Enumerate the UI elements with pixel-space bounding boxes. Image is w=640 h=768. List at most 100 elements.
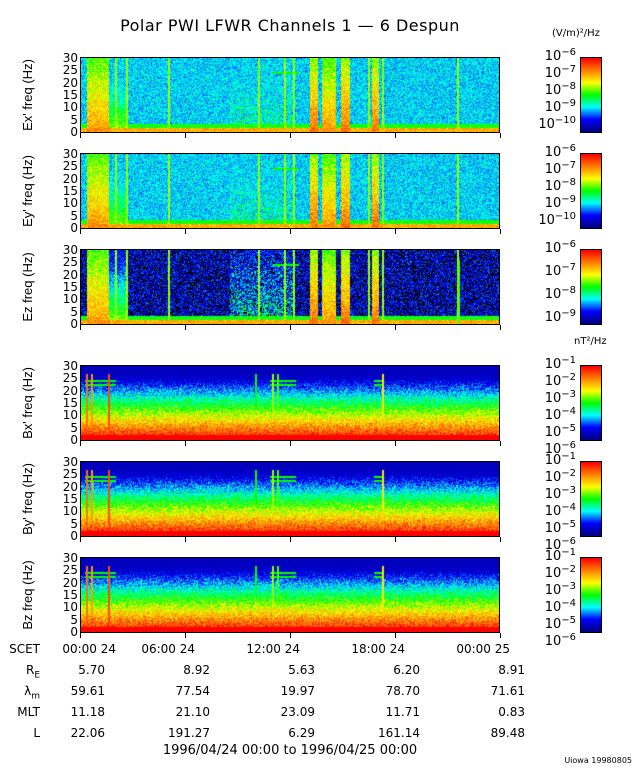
y-axis-label: Bx' freq (Hz)	[20, 367, 35, 439]
ephemeris-value: 00:00 24	[62, 642, 116, 656]
x-tick	[395, 441, 396, 446]
colorbar	[580, 57, 602, 133]
ephemeris-value: 23.09	[280, 705, 315, 719]
y-tick-label: 30	[62, 551, 78, 565]
ephemeris-value: 161.14	[378, 726, 420, 740]
x-tick	[395, 133, 396, 138]
ephemeris-value: 11.71	[385, 705, 420, 719]
y-tick-label: 20	[62, 267, 78, 282]
y-tick-label: 15	[62, 588, 78, 602]
y-tick-label: 15	[62, 396, 78, 410]
colorbar-tick-label: 10−9	[544, 194, 576, 212]
colorbar-tick-label: 10−6	[544, 143, 576, 161]
y-tick-label: 30	[62, 359, 78, 373]
x-tick	[185, 229, 186, 234]
colorbar	[580, 365, 602, 441]
ephemeris-value: 6.29	[288, 726, 315, 740]
ephemeris-value: 5.70	[78, 663, 105, 677]
y-tick-label: 5	[70, 612, 78, 627]
ephemeris-value: 22.06	[70, 726, 105, 740]
x-tick	[500, 633, 501, 638]
y-axis-label: By' freq (Hz)	[20, 463, 35, 535]
spectrogram-image	[81, 462, 499, 536]
colorbar-tick-label: 10−8	[544, 285, 576, 303]
ephemeris-value: 5.63	[288, 663, 315, 677]
spectrogram-ey	[80, 153, 500, 229]
colorbar-tick-label: 10−8	[544, 177, 576, 195]
ephemeris-value: 8.91	[498, 663, 525, 677]
credit-label: Uiowa 19980805	[564, 756, 632, 765]
colorbar-tick-label: 10−6	[544, 536, 576, 554]
y-tick-label: 30	[62, 455, 78, 469]
x-tick	[500, 229, 501, 234]
colorbar	[580, 249, 602, 325]
ephemeris-row-label: RE	[25, 663, 40, 681]
colorbar-tick-label: 10−10	[538, 115, 576, 133]
colorbar-tick-label: 10−7	[544, 262, 576, 280]
x-tick	[290, 633, 291, 638]
ephemeris-value: 89.48	[490, 726, 525, 740]
ephemeris-value: 21.10	[175, 705, 210, 719]
x-tick	[185, 633, 186, 638]
x-tick	[290, 325, 291, 330]
y-tick-label: 20	[62, 575, 78, 590]
y-tick-label: 10	[62, 408, 78, 423]
y-tick-label: 25	[62, 563, 78, 578]
colorbar-tick-label: 10−4	[544, 502, 576, 520]
y-tick-label: 30	[62, 51, 78, 65]
ephemeris-value: 71.61	[490, 684, 525, 698]
y-tick-label: 5	[70, 420, 78, 435]
ephemeris-value: 8.92	[183, 663, 210, 677]
x-tick	[395, 537, 396, 542]
y-tick-label: 10	[62, 600, 78, 615]
x-tick	[185, 537, 186, 542]
colorbar-tick-label: 10−5	[544, 423, 576, 441]
x-tick	[80, 537, 81, 542]
y-tick-label: 25	[62, 371, 78, 386]
y-tick-label: 15	[62, 492, 78, 506]
e-colorbar-unit: (V/m)²/Hz	[552, 28, 600, 39]
colorbar-tick-label: 10−2	[544, 372, 576, 390]
x-tick	[80, 325, 81, 330]
ephemeris-value: 18:00 24	[351, 642, 405, 656]
x-tick	[80, 441, 81, 446]
y-tick-label: 25	[62, 255, 78, 270]
y-tick-label: 0	[70, 529, 78, 543]
y-tick-label: 15	[62, 184, 78, 198]
x-tick	[290, 133, 291, 138]
y-axis-label: Ex' freq (Hz)	[20, 59, 35, 131]
colorbar-tick-label: 10−7	[544, 64, 576, 82]
x-tick	[500, 133, 501, 138]
colorbar	[580, 557, 602, 633]
b-colorbar-unit: nT²/Hz	[574, 336, 607, 347]
spectrogram-ez	[80, 249, 500, 325]
y-tick-label: 30	[62, 243, 78, 257]
colorbar-tick-label: 10−6	[544, 632, 576, 650]
spectrogram-image	[81, 250, 499, 324]
y-tick-label: 25	[62, 467, 78, 482]
ephemeris-value: 06:00 24	[141, 642, 195, 656]
colorbar-tick-label: 10−4	[544, 406, 576, 424]
colorbar-tick-label: 10−6	[544, 239, 576, 257]
ephemeris-row-label: SCET	[9, 642, 40, 656]
colorbar-tick-label: 10−1	[544, 451, 576, 469]
y-tick-label: 0	[70, 221, 78, 235]
x-tick	[290, 441, 291, 446]
y-axis-label: Bz freq (Hz)	[20, 560, 35, 630]
y-tick-label: 10	[62, 100, 78, 115]
x-tick	[500, 325, 501, 330]
date-range: 1996/04/24 00:00 to 1996/04/25 00:00	[162, 743, 418, 758]
y-tick-label: 15	[62, 280, 78, 294]
spectrogram-by	[80, 461, 500, 537]
colorbar-tick-label: 10−7	[544, 160, 576, 178]
x-tick	[500, 537, 501, 542]
ephemeris-value: 0.83	[498, 705, 525, 719]
y-tick-label: 10	[62, 504, 78, 519]
y-tick-label: 30	[62, 147, 78, 161]
x-tick	[395, 325, 396, 330]
y-tick-label: 0	[70, 125, 78, 139]
ephemeris-row-label: L	[33, 726, 40, 740]
y-tick-label: 0	[70, 317, 78, 331]
x-tick	[500, 441, 501, 446]
colorbar-tick-label: 10−1	[544, 547, 576, 565]
